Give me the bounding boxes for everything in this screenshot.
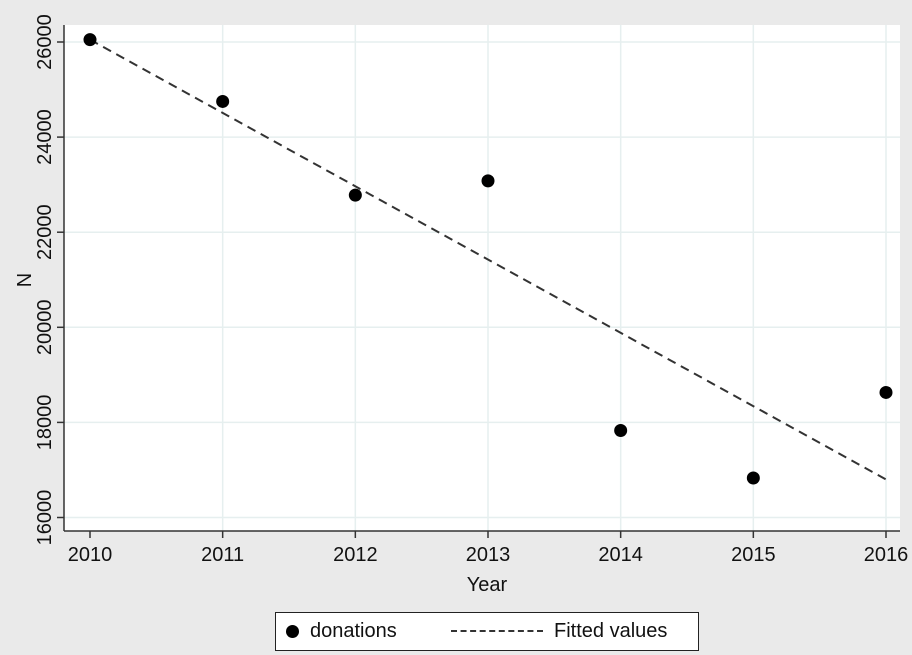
legend-marker-donations: [286, 625, 299, 638]
y-tick-label: 24000: [34, 109, 56, 165]
axes: [57, 25, 900, 538]
data-point-donations: [83, 33, 97, 47]
legend-label-fitted-values: Fitted values: [554, 620, 668, 642]
fitted-values-line: [89, 38, 887, 481]
data-point-donations: [746, 471, 760, 485]
x-tick-label: 2011: [201, 544, 244, 566]
y-tick-label: 20000: [34, 299, 56, 355]
plot-area-background: [64, 25, 900, 531]
data-point-donations: [481, 174, 495, 188]
legend-marker-fitted-values: [451, 630, 543, 632]
x-tick-label: 2013: [466, 544, 511, 566]
x-tick-label: 2016: [864, 544, 909, 566]
y-tick-label: 18000: [34, 395, 56, 451]
y-axis-title: N: [14, 273, 36, 287]
legend-label-donations: donations: [310, 620, 397, 642]
y-tick-label: 16000: [34, 490, 56, 546]
tick-labels: 2010 2011 2012 2013 2014 2015 2016 16000 18000 20…: [34, 14, 908, 566]
data-point-donations: [614, 423, 628, 437]
x-tick-label: 2014: [598, 544, 643, 566]
x-axis-title: Year: [467, 574, 508, 596]
chart-legend: donations Fitted values: [275, 612, 699, 651]
data-point-donations: [216, 94, 230, 108]
data-point-donations: [348, 188, 362, 202]
data-point-donations: [879, 385, 893, 399]
x-tick-label: 2012: [333, 544, 378, 566]
x-tick-label: 2015: [731, 544, 776, 566]
y-tick-label: 26000: [34, 14, 56, 70]
gridlines: [64, 25, 900, 531]
data-series: [83, 33, 893, 485]
y-tick-label: 22000: [34, 204, 56, 260]
x-tick-label: 2010: [68, 544, 113, 566]
